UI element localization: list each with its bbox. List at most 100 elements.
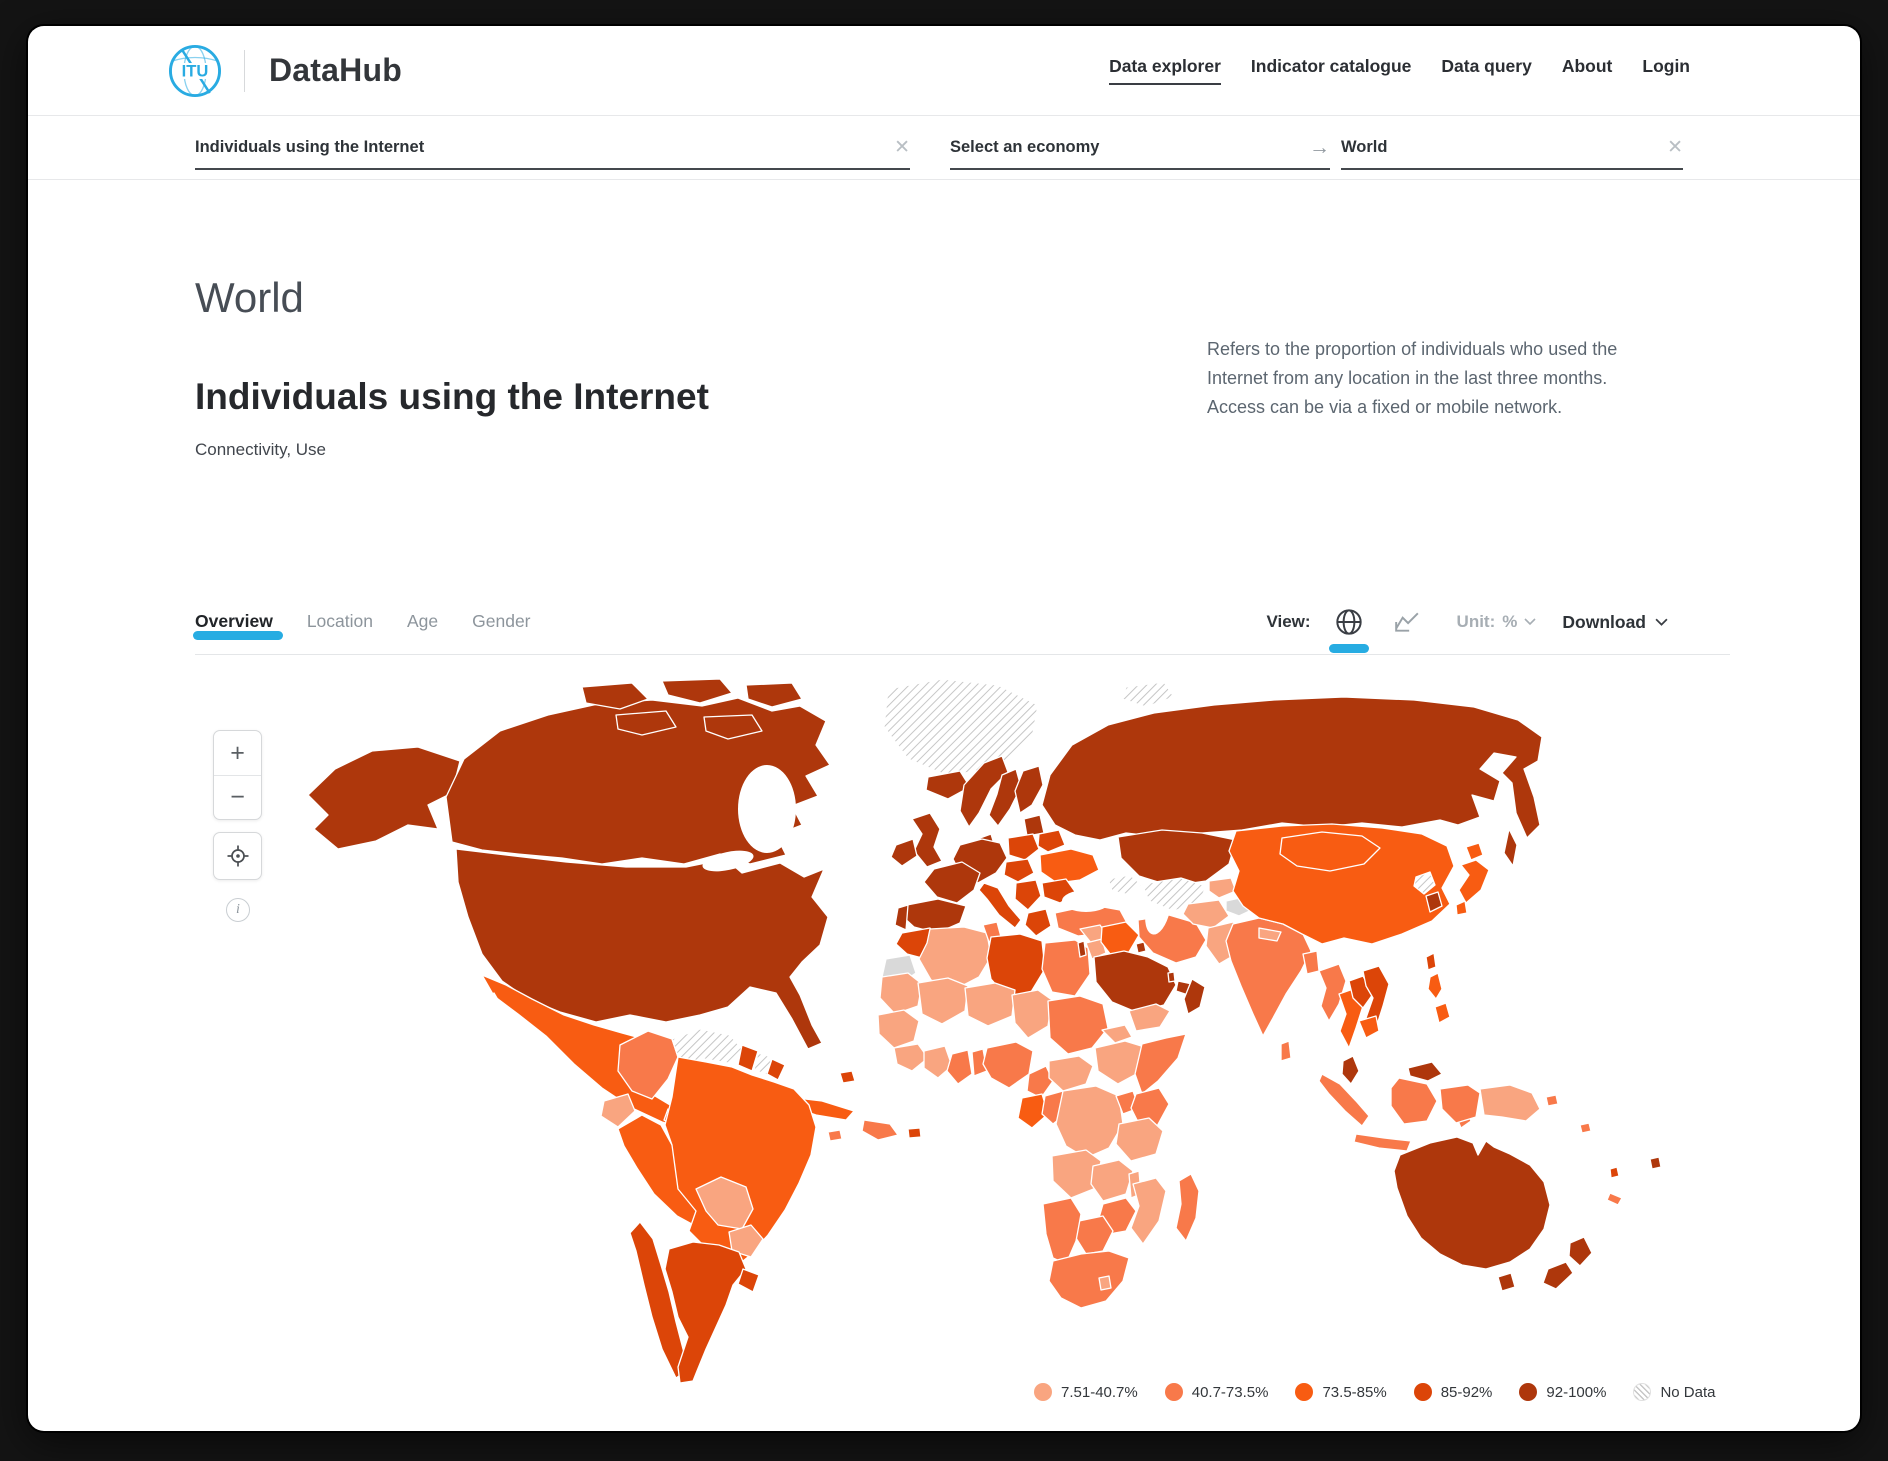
- country-somalia[interactable]: [1134, 1033, 1187, 1095]
- country-sri-lanka[interactable]: [1280, 1040, 1292, 1062]
- world-choropleth-map[interactable]: [280, 677, 1690, 1387]
- country-finland[interactable]: [1014, 765, 1044, 814]
- country-suriname-nodata[interactable]: [753, 1052, 773, 1076]
- arctic-island[interactable]: [703, 714, 763, 740]
- locate-button[interactable]: [213, 832, 262, 880]
- australia-tasmania[interactable]: [1497, 1272, 1516, 1292]
- country-israel[interactable]: [1077, 940, 1087, 958]
- solomon-islands[interactable]: [1579, 1122, 1592, 1134]
- philippines-south[interactable]: [1434, 1002, 1451, 1024]
- sakhalin-island[interactable]: [1503, 828, 1518, 867]
- zoom-out-button[interactable]: −: [214, 775, 261, 819]
- country-colombia[interactable]: [617, 1030, 679, 1100]
- nav-about[interactable]: About: [1561, 56, 1613, 76]
- country-malaysia[interactable]: [1341, 1055, 1360, 1085]
- new-zealand-south[interactable]: [1542, 1261, 1574, 1290]
- country-guinea[interactable]: [893, 1043, 929, 1072]
- country-algeria[interactable]: [918, 926, 992, 991]
- zoom-in-button[interactable]: +: [214, 731, 261, 775]
- indonesia-java[interactable]: [1353, 1133, 1412, 1152]
- country-lesotho[interactable]: [1098, 1275, 1112, 1291]
- country-mozambique[interactable]: [1130, 1177, 1167, 1245]
- country-senegal[interactable]: [877, 1009, 920, 1049]
- nav-login[interactable]: Login: [1642, 56, 1690, 76]
- nav-data-query[interactable]: Data query: [1441, 56, 1532, 76]
- country-nigeria[interactable]: [982, 1041, 1034, 1089]
- country-hispaniola[interactable]: [861, 1119, 899, 1141]
- country-madagascar[interactable]: [1175, 1173, 1200, 1242]
- country-kyrgyzstan[interactable]: [1208, 877, 1237, 899]
- clear-economy-icon[interactable]: ✕: [1667, 136, 1683, 158]
- country-norway[interactable]: [959, 755, 1009, 828]
- country-baltics[interactable]: [1023, 814, 1045, 837]
- country-qatar[interactable]: [1167, 971, 1176, 983]
- country-cambodia[interactable]: [1358, 1015, 1380, 1039]
- country-saudi-arabia[interactable]: [1093, 950, 1177, 1013]
- country-ireland[interactable]: [890, 838, 918, 867]
- country-north-korea-nodata[interactable]: [1413, 871, 1436, 895]
- country-french-guiana[interactable]: [766, 1058, 786, 1081]
- country-iceland[interactable]: [925, 770, 971, 800]
- country-poland[interactable]: [1007, 833, 1040, 861]
- country-uruguay[interactable]: [737, 1268, 760, 1293]
- indicator-select-field[interactable]: Individuals using the Internet ✕: [195, 126, 910, 170]
- png-islands[interactable]: [1545, 1094, 1559, 1107]
- info-button[interactable]: i: [226, 898, 250, 922]
- country-oman[interactable]: [1183, 978, 1206, 1015]
- country-mali[interactable]: [917, 977, 969, 1025]
- country-mauritania[interactable]: [879, 972, 923, 1015]
- country-kazakhstan[interactable]: [1117, 829, 1237, 887]
- country-russia[interactable]: [1041, 696, 1543, 841]
- nav-data-explorer[interactable]: Data explorer: [1109, 56, 1221, 85]
- country-sweden[interactable]: [988, 768, 1022, 827]
- country-nepal[interactable]: [1258, 927, 1282, 942]
- country-drc[interactable]: [1055, 1085, 1124, 1159]
- unit-dropdown[interactable]: Unit: %: [1457, 612, 1537, 632]
- country-france[interactable]: [923, 861, 981, 904]
- country-cameroon[interactable]: [1026, 1065, 1054, 1099]
- country-car[interactable]: [1048, 1055, 1094, 1092]
- indonesia-sumatra[interactable]: [1318, 1073, 1370, 1127]
- chart-view-icon[interactable]: [1391, 606, 1423, 638]
- country-ukraine[interactable]: [1039, 848, 1100, 884]
- country-papua-new-guinea[interactable]: [1479, 1084, 1541, 1122]
- country-bahamas[interactable]: [839, 1070, 856, 1084]
- country-japan-kyushu[interactable]: [1455, 900, 1468, 916]
- country-japan-hokkaido[interactable]: [1465, 842, 1484, 861]
- svalbard-nodata[interactable]: [1121, 681, 1175, 708]
- arctic-island[interactable]: [615, 710, 677, 736]
- country-guyana[interactable]: [737, 1044, 759, 1072]
- map-view-icon[interactable]: [1328, 606, 1369, 653]
- country-zambia[interactable]: [1090, 1159, 1134, 1202]
- country-yemen[interactable]: [1128, 1003, 1171, 1032]
- country-italy[interactable]: [978, 882, 1022, 929]
- arctic-island[interactable]: [581, 682, 649, 710]
- new-caledonia[interactable]: [1606, 1192, 1623, 1206]
- country-ghana[interactable]: [946, 1049, 973, 1085]
- country-kuwait[interactable]: [1135, 941, 1147, 954]
- tab-gender[interactable]: Gender: [472, 611, 531, 631]
- country-usa[interactable]: [455, 848, 829, 1050]
- country-jordan[interactable]: [1085, 938, 1107, 960]
- country-niger[interactable]: [964, 982, 1016, 1027]
- country-jamaica[interactable]: [827, 1129, 843, 1142]
- country-balkans[interactable]: [1014, 879, 1042, 911]
- tab-age[interactable]: Age: [407, 611, 439, 631]
- country-vanuatu[interactable]: [1609, 1166, 1620, 1179]
- tab-location[interactable]: Location: [306, 611, 373, 631]
- country-bolivia[interactable]: [695, 1176, 754, 1230]
- country-south-korea[interactable]: [1425, 891, 1443, 913]
- clear-indicator-icon[interactable]: ✕: [894, 136, 910, 158]
- country-belarus[interactable]: [1037, 829, 1066, 853]
- country-egypt[interactable]: [1041, 939, 1091, 997]
- country-bangladesh[interactable]: [1302, 950, 1320, 975]
- country-uk[interactable]: [911, 812, 943, 868]
- selected-economy-field[interactable]: World ✕: [1341, 126, 1683, 170]
- country-ecuador[interactable]: [600, 1093, 636, 1128]
- country-argentina[interactable]: [664, 1241, 747, 1384]
- tab-overview[interactable]: Overview: [193, 611, 283, 640]
- country-sudan[interactable]: [1047, 995, 1109, 1055]
- country-greenland-nodata[interactable]: [883, 678, 1039, 777]
- country-puerto-rico[interactable]: [907, 1127, 922, 1139]
- country-tanzania[interactable]: [1115, 1117, 1164, 1162]
